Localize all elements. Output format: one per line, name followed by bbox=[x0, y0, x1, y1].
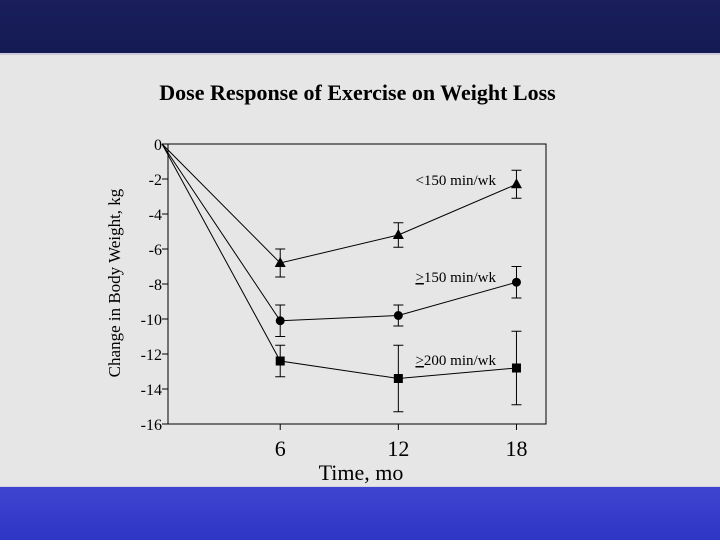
y-tick-label: -2 bbox=[149, 172, 162, 189]
top-banner-edge bbox=[0, 53, 720, 55]
series-line bbox=[161, 143, 517, 380]
x-axis-ticks: 6 12 18 bbox=[275, 424, 527, 461]
bottom-banner bbox=[0, 487, 720, 540]
triangle-marker bbox=[392, 229, 404, 239]
top-banner bbox=[0, 0, 720, 53]
series-line bbox=[161, 143, 517, 264]
y-tick-label: -8 bbox=[149, 277, 162, 294]
y-axis-label: Change in Body Weight, kg bbox=[105, 188, 124, 377]
series-label-text: 200 min/wk bbox=[424, 353, 497, 369]
y-tick-label: -6 bbox=[149, 242, 162, 259]
series-line bbox=[161, 143, 517, 322]
series-layer: <150 min/wk>150 min/wk>200 min/wk bbox=[161, 143, 522, 413]
series-label-text: <150 min/wk bbox=[415, 173, 496, 189]
square-marker bbox=[511, 363, 521, 373]
y-tick-label: -4 bbox=[149, 207, 162, 224]
series-circle: >150 min/wk bbox=[161, 143, 522, 337]
circle-marker bbox=[393, 311, 403, 320]
y-tick-label: -14 bbox=[141, 382, 162, 399]
triangle-marker bbox=[274, 257, 286, 267]
triangle-marker bbox=[510, 178, 522, 189]
x-tick-label: 12 bbox=[387, 436, 409, 461]
y-tick-label: -16 bbox=[141, 417, 162, 434]
series-label: >150 min/wk bbox=[415, 270, 496, 286]
y-tick-label: 0 bbox=[154, 137, 162, 154]
chart-title: Dose Response of Exercise on Weight Loss bbox=[159, 80, 556, 105]
circle-marker bbox=[275, 316, 285, 326]
x-axis-label: Time, mo bbox=[319, 460, 404, 485]
series-label-prefix: > bbox=[415, 270, 423, 286]
series-label-prefix: > bbox=[415, 353, 423, 369]
series-label: <150 min/wk bbox=[415, 173, 496, 189]
x-tick-label: 6 bbox=[275, 436, 286, 461]
circle-marker bbox=[511, 277, 521, 287]
x-tick-label: 18 bbox=[505, 436, 527, 461]
y-axis-ticks: 0 -2 -4 -6 -8 -10 -12 -14 -16 bbox=[141, 137, 168, 434]
y-tick-label: -10 bbox=[141, 312, 162, 329]
series-triangle: <150 min/wk bbox=[161, 143, 522, 278]
square-marker bbox=[393, 374, 403, 383]
square-marker bbox=[275, 356, 285, 366]
y-tick-label: -12 bbox=[141, 347, 162, 364]
series-square: >200 min/wk bbox=[161, 143, 522, 413]
series-label: >200 min/wk bbox=[415, 353, 496, 369]
series-label-text: 150 min/wk bbox=[424, 270, 497, 286]
